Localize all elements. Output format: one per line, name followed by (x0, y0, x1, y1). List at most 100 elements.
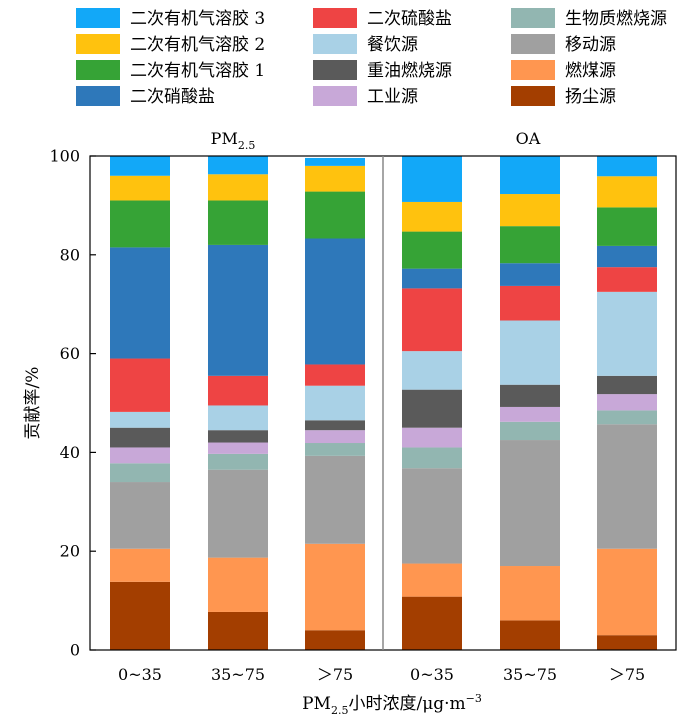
legend-swatch (76, 86, 120, 106)
bar-segment (208, 430, 268, 443)
bar-segment (597, 245, 657, 268)
bar-segment (597, 267, 657, 292)
y-tick-label: 60 (60, 344, 80, 363)
bar-segment (305, 420, 365, 431)
bar-segment (402, 563, 462, 597)
bar-segment (402, 447, 462, 469)
legend-label: 二次有机气溶胶 3 (130, 9, 265, 29)
x-tick-label: 35~75 (503, 665, 557, 684)
bar-segment (500, 194, 560, 227)
bar-segment (110, 156, 170, 176)
y-tick-label: 40 (60, 443, 80, 462)
bar-segment (402, 468, 462, 564)
bar-segment (597, 207, 657, 246)
bar-segment (402, 351, 462, 390)
bar-segment (305, 165, 365, 192)
bar-segment (597, 375, 657, 395)
legend-label: 燃煤源 (565, 61, 616, 81)
bar-segment (500, 384, 560, 407)
bar-segment (305, 157, 365, 166)
bar-segment (597, 635, 657, 650)
bar-segment (500, 620, 560, 650)
legend-swatch (511, 86, 555, 106)
bar-segment (208, 174, 268, 201)
bar-segment (500, 285, 560, 321)
bar-segment (208, 375, 268, 406)
legend-swatch (511, 34, 555, 54)
y-axis: 0 20 40 60 80 100 (49, 147, 96, 660)
panel-label-pm25: PM2.5 (211, 129, 256, 152)
legend-swatch (313, 86, 357, 106)
legend-label: 移动源 (565, 35, 616, 55)
bar-segment (597, 410, 657, 425)
x-tick-label: 0~35 (410, 665, 454, 684)
bar-segment (305, 443, 365, 456)
legend-label: 扬尘源 (565, 87, 616, 107)
bar-segment (110, 200, 170, 248)
bar-segment (110, 247, 170, 359)
bar-segment (110, 447, 170, 464)
bar-segment (110, 358, 170, 412)
bar-segment (305, 364, 365, 386)
legend: 二次有机气溶胶 3 二次有机气溶胶 2 二次有机气溶胶 1 二次硝酸盐 二次硫酸盐餐饮源… (76, 8, 667, 107)
bar-segment (208, 557, 268, 612)
bar-segment (597, 156, 657, 177)
bar-segment (305, 191, 365, 239)
legend-swatch (313, 8, 357, 28)
bar-segment (500, 320, 560, 385)
legend-swatch (76, 8, 120, 28)
bar-segment (402, 389, 462, 428)
y-tick-label: 0 (70, 641, 80, 660)
legend-swatch (313, 60, 357, 80)
bar-segment (110, 581, 170, 650)
bar-segment (597, 176, 657, 208)
bar-segment (500, 263, 560, 286)
y-tick-label: 20 (60, 542, 80, 561)
panel-label-oa: OA (516, 129, 541, 148)
bar-segment (110, 463, 170, 483)
bar-segment (208, 200, 268, 245)
x-tick-label: 0~35 (118, 665, 162, 684)
bars-layer (110, 156, 657, 650)
bar-segment (110, 482, 170, 549)
bar-segment (305, 630, 365, 650)
bar-segment (208, 611, 268, 650)
bar-segment (305, 430, 365, 444)
legend-label: 工业源 (367, 87, 418, 107)
legend-label: 重油燃烧源 (367, 61, 452, 81)
x-axis-title: PM2.5小时浓度/μg·m−3 (302, 692, 482, 717)
bar-segment (402, 231, 462, 269)
bar-segment (402, 268, 462, 289)
bar-segment (500, 440, 560, 567)
y-tick-label: 100 (49, 147, 80, 166)
bar-segment (110, 427, 170, 448)
legend-swatch (511, 60, 555, 80)
bar-segment (500, 421, 560, 441)
x-tick-label: 35~75 (211, 665, 265, 684)
legend-label: 二次有机气溶胶 1 (130, 61, 265, 81)
bar-segment (110, 411, 170, 428)
bar-segment (305, 385, 365, 421)
bar-segment (402, 596, 462, 650)
bar-segment (500, 226, 560, 264)
bar-segment (402, 288, 462, 352)
legend-label: 二次有机气溶胶 2 (130, 35, 265, 55)
legend-label: 二次硫酸盐 (367, 9, 452, 29)
legend-swatch (313, 34, 357, 54)
legend-label: 生物质燃烧源 (565, 9, 667, 29)
bar-segment (208, 156, 268, 175)
bar-segment (208, 405, 268, 431)
bar-segment (208, 442, 268, 454)
bar-segment (110, 175, 170, 201)
legend-label: 餐饮源 (367, 35, 418, 55)
x-tick-label: ＞75 (609, 665, 645, 684)
bar-segment (597, 394, 657, 411)
legend-swatch (76, 34, 120, 54)
y-axis-title: 贡献率/% (23, 367, 43, 440)
bar-segment (110, 548, 170, 582)
bar-segment (208, 244, 268, 376)
x-axis: 0~35 35~75 ＞75 0~35 35~75 ＞75 (118, 665, 645, 684)
bar-segment (305, 238, 365, 365)
bar-segment (597, 291, 657, 376)
